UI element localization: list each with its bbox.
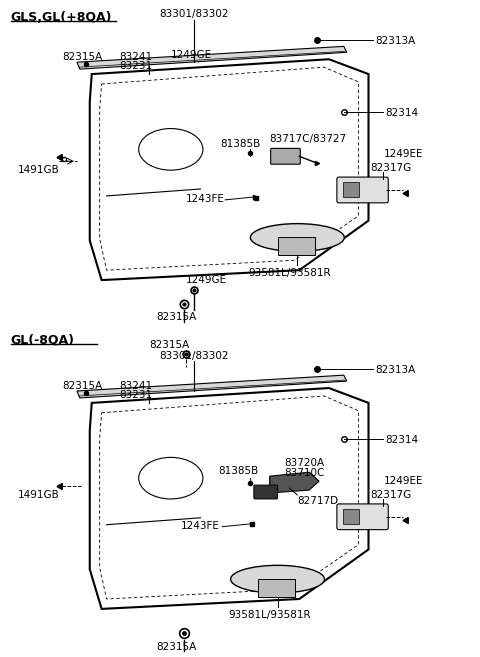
Text: 1243FE: 1243FE: [186, 194, 225, 204]
Text: 82315A: 82315A: [149, 340, 189, 350]
Text: 1249EE: 1249EE: [384, 476, 423, 486]
Text: 82315A: 82315A: [62, 381, 102, 391]
FancyBboxPatch shape: [271, 148, 300, 164]
Text: GL(-8QA): GL(-8QA): [11, 334, 75, 346]
Text: 82314: 82314: [385, 108, 419, 118]
Text: 81385B: 81385B: [220, 139, 261, 149]
Text: 83301/83302: 83301/83302: [159, 9, 228, 18]
Text: 83231: 83231: [120, 61, 153, 71]
Text: 1491GB: 1491GB: [18, 165, 60, 175]
FancyBboxPatch shape: [337, 177, 388, 203]
Text: 82315A: 82315A: [156, 312, 196, 322]
Text: 83241: 83241: [120, 381, 153, 391]
Text: 93581L/93581R: 93581L/93581R: [248, 268, 331, 278]
Text: 83231: 83231: [120, 390, 153, 400]
Text: 82313A: 82313A: [375, 36, 416, 47]
Text: 81385B: 81385B: [218, 466, 259, 476]
Text: 1243FE: 1243FE: [180, 521, 219, 531]
Text: 83717C/83727: 83717C/83727: [270, 135, 347, 145]
Text: 83301/83302: 83301/83302: [159, 351, 228, 361]
Text: 1249GE: 1249GE: [186, 275, 227, 285]
Text: 82315A: 82315A: [156, 642, 196, 652]
Text: 82317G: 82317G: [371, 490, 412, 500]
Text: 1249EE: 1249EE: [384, 149, 423, 160]
Text: 82314: 82314: [385, 434, 419, 445]
Polygon shape: [77, 375, 347, 398]
Text: 83720A: 83720A: [285, 459, 324, 468]
Text: 1249GE: 1249GE: [171, 51, 212, 60]
Text: 82317G: 82317G: [371, 163, 412, 173]
FancyBboxPatch shape: [337, 504, 388, 530]
Polygon shape: [77, 47, 347, 69]
Text: 82315A: 82315A: [62, 53, 102, 62]
Ellipse shape: [230, 565, 324, 593]
FancyBboxPatch shape: [254, 485, 277, 499]
Text: 83241: 83241: [120, 53, 153, 62]
Ellipse shape: [251, 223, 344, 252]
Bar: [343, 509, 359, 524]
Bar: [343, 182, 359, 197]
Text: GLS,GL(+8QA): GLS,GL(+8QA): [11, 11, 112, 24]
Text: 82313A: 82313A: [375, 365, 416, 375]
Text: 93581L/93581R: 93581L/93581R: [228, 610, 311, 620]
Text: 1491GB: 1491GB: [18, 490, 60, 500]
Bar: [258, 579, 295, 597]
Bar: [277, 237, 315, 256]
Text: 82717D: 82717D: [297, 496, 338, 506]
Text: 83710C: 83710C: [285, 468, 325, 478]
Polygon shape: [270, 472, 319, 493]
